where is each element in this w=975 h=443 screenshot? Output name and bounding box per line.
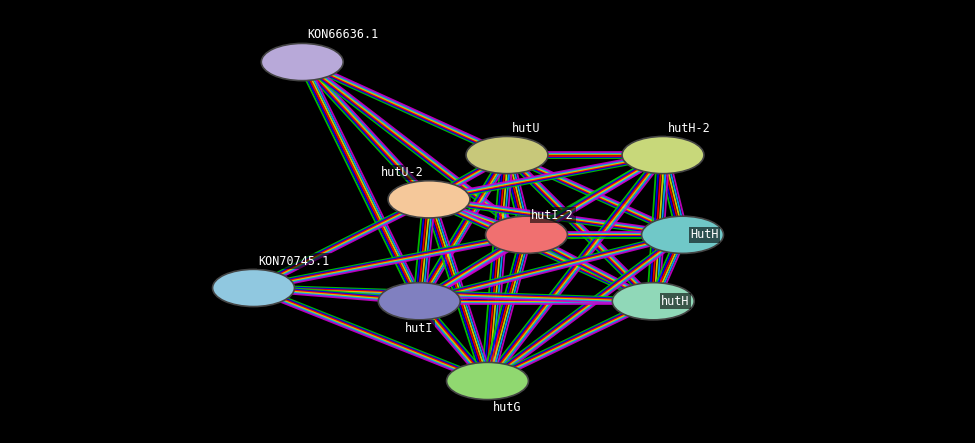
Circle shape (388, 181, 470, 218)
Circle shape (642, 216, 723, 253)
Circle shape (466, 136, 548, 174)
Text: hutH-2: hutH-2 (668, 122, 711, 135)
Circle shape (622, 136, 704, 174)
Text: hutG: hutG (492, 401, 521, 414)
Text: KON70745.1: KON70745.1 (258, 255, 330, 268)
Text: hutI-2: hutI-2 (531, 209, 574, 222)
Text: KON66636.1: KON66636.1 (307, 28, 378, 41)
Circle shape (213, 269, 294, 307)
Circle shape (612, 283, 694, 320)
Circle shape (378, 283, 460, 320)
Circle shape (486, 216, 567, 253)
Circle shape (261, 43, 343, 81)
Circle shape (447, 362, 528, 400)
Text: hutI: hutI (405, 322, 434, 334)
Text: hutH: hutH (661, 295, 689, 308)
Text: hutU: hutU (512, 122, 540, 135)
Text: HutH: HutH (690, 228, 719, 241)
Text: hutU-2: hutU-2 (381, 166, 424, 179)
